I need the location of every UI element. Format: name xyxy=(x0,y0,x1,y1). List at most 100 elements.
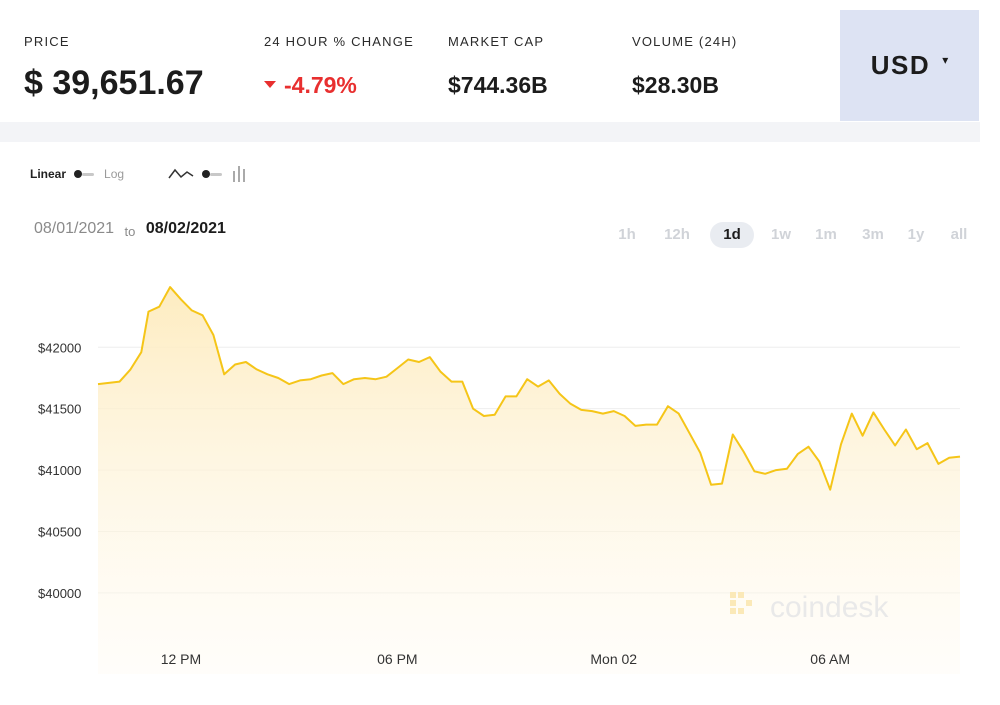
price-point xyxy=(385,375,389,379)
price-chart: coindesk $42000$41500$41000$40500$40000 … xyxy=(38,285,962,674)
price-point xyxy=(936,462,940,466)
price-label: PRICE xyxy=(24,34,70,49)
chart-type-toggle[interactable] xyxy=(202,170,224,178)
price-point xyxy=(666,404,670,408)
scale-linear-option[interactable]: Linear xyxy=(30,167,67,181)
market-cap-label: MARKET CAP xyxy=(448,34,545,49)
price-point xyxy=(255,367,259,371)
price-point xyxy=(958,455,962,459)
price-point xyxy=(742,450,746,454)
price-point xyxy=(139,350,143,354)
price-point xyxy=(504,394,508,398)
change-value-wrap: -4.79% xyxy=(264,72,357,99)
bar-chart-icon[interactable] xyxy=(232,165,248,183)
price-point xyxy=(861,434,865,438)
price-point xyxy=(471,407,475,411)
price-point xyxy=(352,377,356,381)
price-point xyxy=(947,456,951,460)
period-1h[interactable]: 1h xyxy=(618,226,636,243)
change-label: 24 HOUR % CHANGE xyxy=(264,34,414,49)
price-point xyxy=(406,358,410,362)
price-point xyxy=(244,360,248,364)
price-point xyxy=(904,428,908,432)
volume-value: $28.30B xyxy=(632,72,719,98)
watermark-text: coindesk xyxy=(770,591,889,624)
date-range-to[interactable]: 08/02/2021 xyxy=(145,220,226,237)
price-point xyxy=(514,394,518,398)
price-point xyxy=(893,444,897,448)
price-point xyxy=(363,376,367,380)
price-point xyxy=(222,372,226,376)
price-point xyxy=(752,469,756,473)
coindesk-watermark: coindesk xyxy=(730,591,889,624)
price-point xyxy=(817,460,821,464)
x-tick-label: 12 PM xyxy=(161,651,201,667)
price-point xyxy=(460,380,464,384)
price-point xyxy=(633,424,637,428)
price-point xyxy=(590,409,594,413)
price-point xyxy=(850,412,854,416)
chart-controls: Linear Log xyxy=(30,164,248,184)
price-point xyxy=(129,367,133,371)
period-1y[interactable]: 1y xyxy=(907,226,925,243)
price-point xyxy=(871,410,875,414)
volume-label: VOLUME (24H) xyxy=(632,34,738,49)
y-tick-label: $40000 xyxy=(38,586,81,601)
price-point xyxy=(698,451,702,455)
currency-selector[interactable]: USD ▾ xyxy=(840,10,979,121)
date-range-from[interactable]: 08/01/2021 xyxy=(34,220,115,237)
price-point xyxy=(623,414,627,418)
price-point xyxy=(309,377,313,381)
market-cap-value: $744.36B xyxy=(448,72,548,98)
price-area-fill xyxy=(98,287,960,674)
price-point xyxy=(807,445,811,449)
price-point xyxy=(536,385,540,389)
scale-toggle[interactable] xyxy=(74,170,96,178)
price-point xyxy=(157,305,161,309)
price-point xyxy=(179,297,183,301)
price-point xyxy=(395,366,399,370)
date-range-to-word: to xyxy=(124,224,136,239)
arrow-down-icon xyxy=(264,81,276,89)
price-point xyxy=(287,382,291,386)
price-point xyxy=(374,377,378,381)
price-point xyxy=(655,423,659,427)
x-tick-label: 06 PM xyxy=(377,651,417,667)
period-12h[interactable]: 12h xyxy=(664,226,690,243)
price-point xyxy=(298,378,302,382)
price-value: $ 39,651.67 xyxy=(24,64,204,102)
chart-panel: Linear Log 08/01/2021 to 08/02/2021 1h 12… xyxy=(8,142,980,682)
caret-down-icon: ▾ xyxy=(942,52,949,67)
period-1m[interactable]: 1m xyxy=(815,226,837,243)
price-point xyxy=(720,482,724,486)
scale-log-option[interactable]: Log xyxy=(104,167,125,181)
y-tick-label: $41000 xyxy=(38,463,81,478)
price-point xyxy=(558,392,562,396)
price-point xyxy=(96,382,100,386)
period-1d[interactable]: 1d xyxy=(710,222,754,248)
price-point xyxy=(168,285,172,289)
price-point xyxy=(601,412,605,416)
price-point xyxy=(428,355,432,359)
period-selector: 1h 12h 1d 1w 1m 3m 1y all xyxy=(8,222,980,248)
currency-label: USD xyxy=(870,50,931,80)
price-point xyxy=(439,370,443,374)
change-value: -4.79% xyxy=(284,72,357,98)
period-3m[interactable]: 3m xyxy=(862,226,884,243)
price-point xyxy=(450,380,454,384)
price-point xyxy=(276,376,280,380)
price-point xyxy=(612,409,616,413)
price-point xyxy=(482,414,486,418)
line-chart-icon[interactable] xyxy=(168,166,194,182)
price-point xyxy=(763,472,767,476)
price-point xyxy=(828,488,832,492)
stats-bar: PRICE $ 39,651.67 24 HOUR % CHANGE -4.79… xyxy=(8,10,980,122)
y-tick-label: $42000 xyxy=(38,340,81,355)
price-point xyxy=(926,441,930,445)
period-all[interactable]: all xyxy=(950,226,968,243)
price-point xyxy=(731,433,735,437)
price-point xyxy=(417,360,421,364)
price-point xyxy=(330,371,334,375)
period-1w[interactable]: 1w xyxy=(770,226,791,243)
x-tick-label: 06 AM xyxy=(810,651,850,667)
